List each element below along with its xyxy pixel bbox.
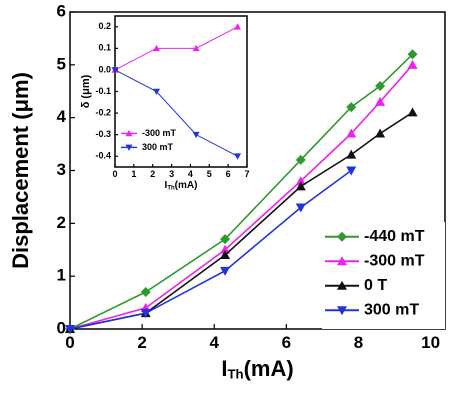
- legend-marker: [125, 129, 133, 137]
- x-tick-label: 7: [244, 169, 249, 179]
- data-point: [220, 244, 231, 254]
- x-tick-label: 10: [421, 333, 440, 352]
- x-axis-label-rest: (mA): [175, 180, 198, 191]
- data-point: [375, 80, 386, 91]
- y-axis-label: δ (μm): [80, 74, 92, 108]
- x-tick-label: 0: [65, 333, 74, 352]
- x-tick-label: 6: [282, 333, 291, 352]
- data-point: [346, 166, 357, 176]
- x-axis-label-sub: Th: [227, 367, 243, 382]
- legend-label: -300 mT: [364, 252, 425, 269]
- x-tick-label: 2: [137, 333, 146, 352]
- data-point: [295, 176, 306, 186]
- legend-marker: [337, 231, 347, 242]
- series-line: [114, 26, 238, 71]
- data-point: [375, 96, 386, 106]
- legend-label: 0 T: [364, 277, 387, 294]
- x-tick-label: 4: [188, 169, 193, 179]
- y-tick-label: 1: [57, 266, 66, 285]
- x-tick-label: 5: [207, 169, 212, 179]
- data-point: [295, 154, 306, 165]
- data-point: [152, 88, 160, 95]
- data-point: [65, 325, 75, 334]
- legend-marker: [337, 306, 347, 316]
- plot-frame: [114, 15, 248, 168]
- legend-label: -440 mT: [364, 228, 425, 245]
- y-tick-label: -0.3: [95, 129, 111, 139]
- data-point: [111, 67, 119, 74]
- x-tick-label: 1: [131, 169, 136, 179]
- data-point: [346, 102, 357, 113]
- data-point: [220, 266, 231, 276]
- data-point: [407, 49, 418, 60]
- legend-marker: [337, 256, 347, 266]
- legend-label: 300 mT: [364, 301, 419, 318]
- legend-label: 300 mT: [142, 142, 174, 152]
- data-point: [192, 44, 200, 52]
- x-tick-label: 3: [169, 169, 174, 179]
- x-tick-label: 4: [209, 333, 219, 352]
- data-point: [375, 128, 386, 138]
- legend-label: -300 mT: [142, 128, 177, 138]
- legend-marker: [125, 144, 133, 151]
- data-point: [346, 128, 357, 138]
- x-axis-label-main: I: [165, 180, 168, 191]
- data-point: [295, 181, 306, 191]
- data-point: [346, 149, 357, 159]
- data-point: [295, 203, 306, 213]
- x-tick-label: 2: [150, 169, 155, 179]
- y-tick-label: 0.2: [98, 21, 111, 31]
- x-tick-label: 0: [112, 169, 117, 179]
- data-point: [234, 153, 242, 160]
- data-point: [192, 131, 200, 139]
- x-axis-label-rest: (mA): [244, 356, 294, 381]
- data-point: [407, 59, 418, 69]
- y-tick-label: -0.2: [95, 107, 111, 117]
- y-tick-label: 2: [57, 213, 66, 232]
- y-tick-label: 5: [57, 54, 66, 73]
- x-axis-label: ITh(mA): [165, 180, 198, 191]
- x-axis-label-sub: Th: [167, 185, 175, 191]
- x-tick-label: 8: [354, 333, 363, 352]
- y-tick-label: 0: [57, 318, 66, 337]
- y-tick-label: 0.0: [98, 64, 111, 74]
- y-tick-label: 0.1: [98, 43, 111, 53]
- data-point: [140, 287, 151, 298]
- legend-marker: [337, 280, 347, 290]
- data-point: [152, 44, 160, 52]
- y-tick-label: 4: [57, 107, 67, 126]
- x-axis-label-main: I: [221, 356, 227, 381]
- data-point: [407, 107, 418, 117]
- data-point: [140, 309, 151, 319]
- data-point: [234, 23, 242, 30]
- y-axis-label: Displacement (μm): [8, 72, 33, 269]
- y-tick-label: -0.1: [95, 86, 111, 96]
- y-tick-label: 6: [57, 1, 66, 20]
- y-tick-label: -0.4: [95, 151, 111, 161]
- data-point: [220, 234, 231, 245]
- x-axis-label: ITh(mA): [221, 356, 293, 382]
- y-tick-label: 3: [57, 160, 66, 179]
- x-tick-label: 6: [226, 169, 231, 179]
- data-point: [220, 250, 231, 260]
- series-line: [114, 69, 238, 157]
